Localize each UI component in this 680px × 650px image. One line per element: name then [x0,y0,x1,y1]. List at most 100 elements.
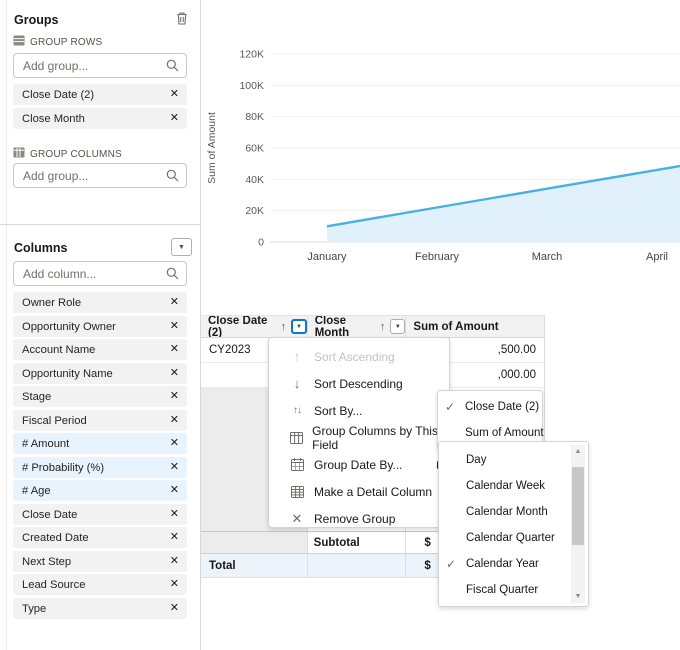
menu-item-group-columns-by-this-field[interactable]: Group Columns by This Field [269,423,449,452]
scrollbar-down-icon[interactable]: ▼ [574,593,582,600]
menu-item-remove-group[interactable]: ✕ Remove Group [269,505,449,532]
remove-icon[interactable]: ✕ [169,437,179,449]
submenu-item-label: Calendar Year [466,558,539,570]
header-close-month[interactable]: Close Month ↑ ▼ [308,316,407,337]
arrow-up-icon: ↑ [293,349,301,364]
chevron-down-icon: ▼ [394,323,401,330]
report-chart[interactable]: 0 20K 40K 60K 80K 100K 120K January February Marc… [201,0,680,290]
remove-icon[interactable]: ✕ [169,484,179,496]
add-column-input[interactable] [23,263,163,284]
submenu-item-label: Calendar Week [466,480,546,492]
table-columns-icon [289,431,303,444]
column-pill[interactable]: Next Step ✕ [13,551,187,572]
column-pill[interactable]: Lead Source ✕ [13,574,187,595]
menu-item-label: Sort By... [314,403,363,418]
submenu-scrollbar[interactable]: ▲ ▼ [571,445,585,603]
chevron-down-icon: ▼ [295,323,302,330]
remove-icon[interactable]: ✕ [169,555,179,567]
column-context-menu: ↑ Sort Ascending ↓ Sort Descending ↑↓ Sort By… [268,337,450,528]
group-rows-icon [13,35,25,49]
submenu-item-fiscal-quarter[interactable]: Fiscal Quarter [439,577,588,603]
svg-text:20K: 20K [245,205,264,217]
close-icon: ✕ [291,510,303,526]
remove-icon[interactable]: ✕ [169,367,179,379]
scrollbar-up-icon[interactable]: ▲ [574,448,582,455]
table-detail-icon [289,485,305,498]
add-row-group-box [13,53,187,78]
header-sum-of-amount[interactable]: Sum of Amount [413,320,499,333]
remove-icon[interactable]: ✕ [169,414,179,426]
column-pill-label: Opportunity Name [22,367,113,380]
svg-text:Sum of Amount: Sum of Amount [206,112,218,184]
remove-icon[interactable]: ✕ [169,461,179,473]
column-pill[interactable]: # Amount ✕ [13,433,187,454]
menu-item-group-date-by[interactable]: Group Date By... [269,451,449,478]
submenu-item-calendar-week[interactable]: Calendar Week [439,473,588,499]
column-pill[interactable]: Type ✕ [13,598,187,619]
remove-icon[interactable]: ✕ [169,343,179,355]
add-row-group-input[interactable] [23,55,163,76]
remove-icon[interactable]: ✕ [169,531,179,543]
sidebar-edge-line [6,0,7,650]
column-pill[interactable]: Fiscal Period ✕ [13,410,187,431]
search-icon [166,267,179,285]
submenu-item-day[interactable]: Day [439,447,588,473]
remove-icon[interactable]: ✕ [169,320,179,332]
column-pill[interactable]: Created Date ✕ [13,527,187,548]
remove-icon[interactable]: ✕ [169,296,179,308]
column-pill[interactable]: # Probability (%) ✕ [13,457,187,478]
column-pill-label: Fiscal Period [22,414,87,427]
delete-groups-button[interactable] [173,11,191,29]
menu-item-label: Group Columns by This Field [312,423,438,452]
scrollbar-thumb[interactable] [572,467,584,545]
submenu-item-calendar-month[interactable]: Calendar Month [439,499,588,525]
submenu-item-calendar-year[interactable]: ✓ Calendar Year [439,551,588,577]
remove-icon[interactable]: ✕ [169,578,179,590]
total-amount: $ [424,559,431,572]
column-pill[interactable]: # Age ✕ [13,480,187,501]
column-pill[interactable]: Owner Role ✕ [13,292,187,313]
group-columns-section: GROUP COLUMNS [13,147,122,161]
column-pill[interactable]: Close Date ✕ [13,504,187,525]
columns-menu-button[interactable]: ▼ [171,238,192,256]
svg-text:January: January [307,251,347,263]
arrow-down-icon: ↓ [293,376,301,391]
submenu-item-close-date-2[interactable]: ✓ Close Date (2) [438,394,542,420]
column-pill[interactable]: Opportunity Owner ✕ [13,316,187,337]
submenu-item-sum-of-amount[interactable]: Sum of Amount [438,420,544,446]
remove-icon[interactable]: ✕ [169,602,179,614]
column-pill[interactable]: Account Name ✕ [13,339,187,360]
row-group-pill-label: Close Date (2) [22,88,95,101]
svg-text:February: February [415,251,460,263]
column-pill[interactable]: Opportunity Name ✕ [13,363,187,384]
row-group-pill[interactable]: Close Date (2) ✕ [13,84,187,105]
close-date-column-menu-button[interactable]: ▼ [291,319,307,334]
submenu-item-calendar-quarter[interactable]: Calendar Quarter [439,525,588,551]
add-column-group-input[interactable] [23,165,163,186]
row-group-pill[interactable]: Close Month ✕ [13,108,187,129]
svg-text:March: March [532,251,563,263]
submenu-item-label: Calendar Month [466,506,548,518]
header-close-date[interactable]: Close Date (2) ↑ ▼ [201,316,308,337]
column-pill-label: # Probability (%) [22,461,105,474]
remove-icon[interactable]: ✕ [169,390,179,402]
close-month-column-menu-button[interactable]: ▼ [390,319,406,334]
column-pill[interactable]: Stage ✕ [13,386,187,407]
submenu-item-label: Calendar Quarter [466,532,555,544]
menu-item-make-a-detail-column[interactable]: Make a Detail Column [269,478,449,505]
calendar-icon [289,458,305,471]
group-span-cell [201,532,308,553]
check-icon: ✓ [445,400,456,414]
column-pill-label: Type [22,602,47,615]
remove-icon[interactable]: ✕ [169,88,179,100]
panel-separator [0,224,200,225]
menu-item-sort-descending[interactable]: ↓ Sort Descending [269,370,449,397]
arrows-sort-icon: ↑↓ [293,405,302,416]
group-columns-label: GROUP COLUMNS [30,148,122,160]
menu-item-sort-by[interactable]: ↑↓ Sort By... [269,397,449,424]
remove-icon[interactable]: ✕ [169,508,179,520]
chevron-down-icon: ▼ [178,243,185,251]
add-column-group-box [13,163,187,188]
remove-icon[interactable]: ✕ [169,112,179,124]
